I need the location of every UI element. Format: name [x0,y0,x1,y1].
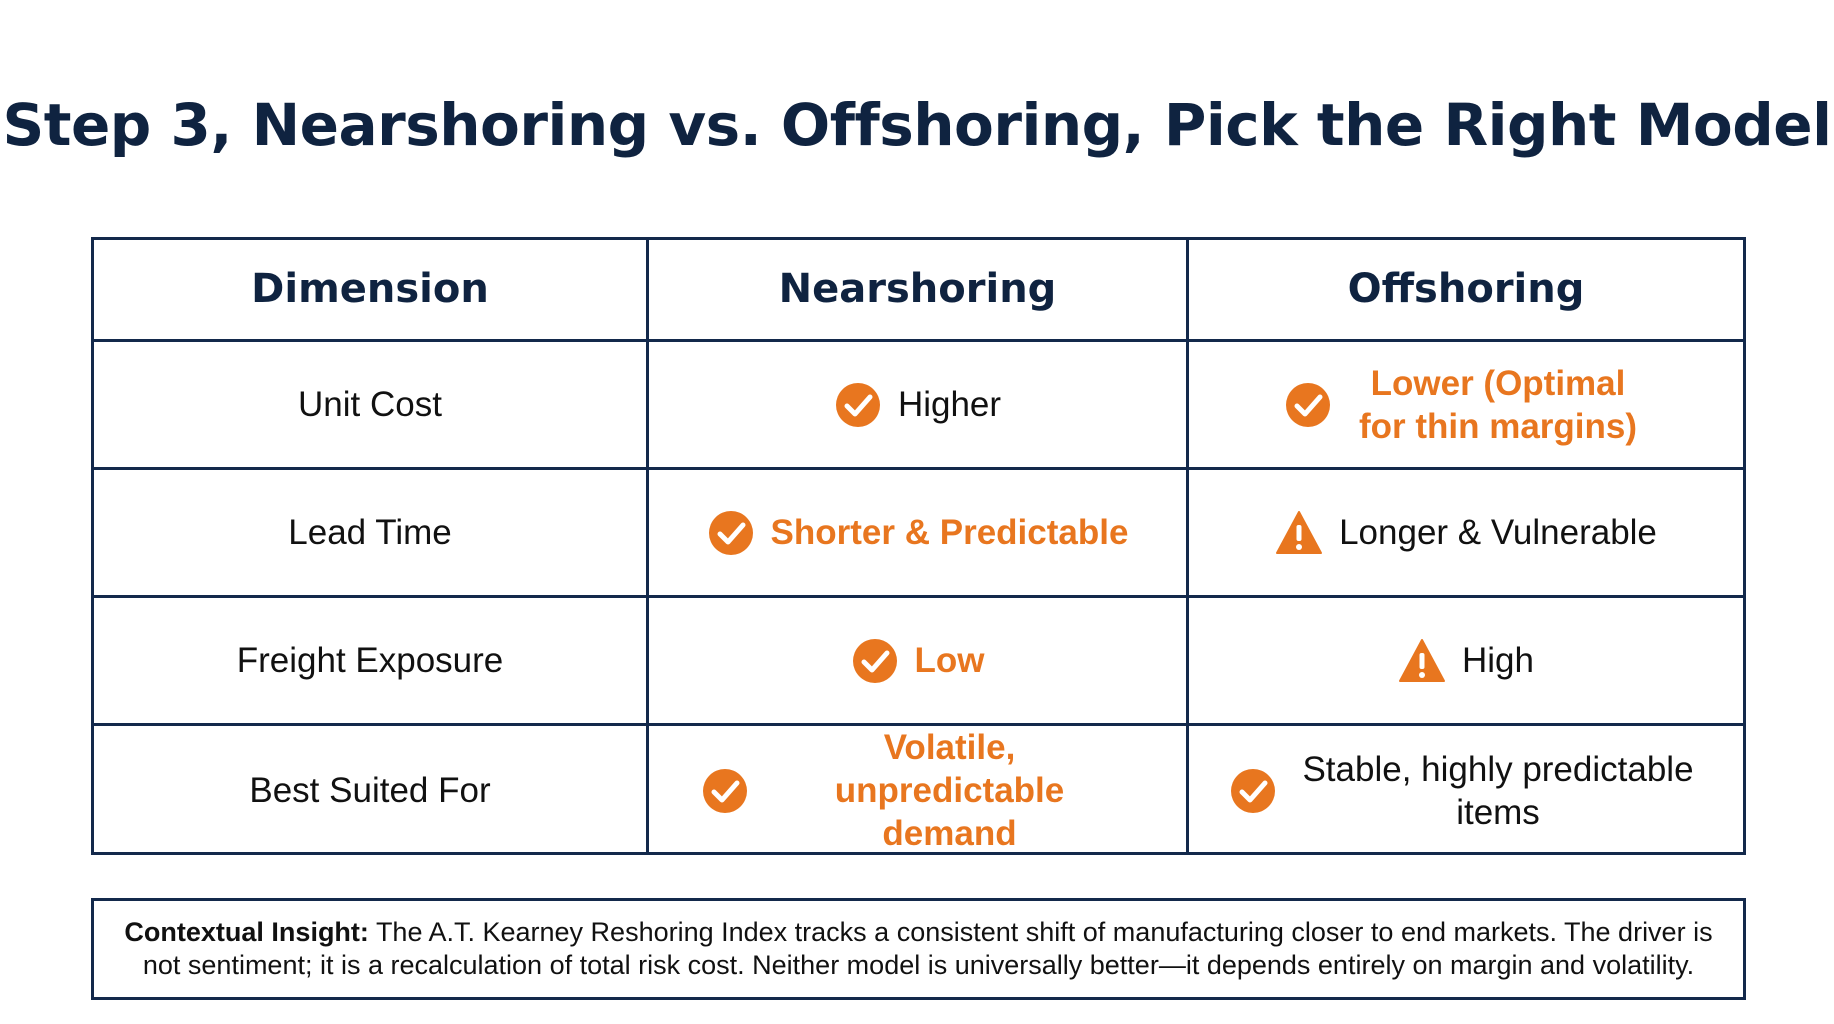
check-circle-icon [708,510,753,555]
row-best-suited-for-nearshoring: Volatile, unpredictable demand [649,726,1189,855]
table-header-offshoring: Offshoring [1189,240,1743,342]
warning-triangle-icon [1399,638,1445,682]
unit-cost-offshoring-value: Lower (Optimal for thin margins) [1358,363,1638,446]
lead-time-nearshoring-value: Shorter & Predictable [770,513,1129,552]
check-circle-icon [1286,382,1330,427]
contextual-insight-box: Contextual Insight: The A.T. Kearney Res… [91,898,1746,1000]
comparison-table: Dimension Nearshoring Offshoring Unit Co… [91,237,1746,855]
table-header-dimension: Dimension [94,240,649,342]
row-lead-time-offshoring: Longer & Vulnerable [1189,470,1743,598]
contextual-insight-paragraph: Contextual Insight: The A.T. Kearney Res… [112,916,1725,982]
check-circle-icon [702,768,747,813]
row-unit-cost-nearshoring: Higher [649,342,1189,470]
slide-title: Step 3, Nearshoring vs. Offshoring, Pick… [2,91,1832,159]
check-circle-icon [1231,768,1275,813]
check-circle-icon [852,638,897,683]
row-freight-exposure-offshoring: High [1189,598,1743,726]
contextual-insight-text: The A.T. Kearney Reshoring Index tracks … [142,917,1713,980]
row-freight-exposure-nearshoring: Low [649,598,1189,726]
row-unit-cost-dimension: Unit Cost [94,342,649,470]
row-lead-time-nearshoring: Shorter & Predictable [649,470,1189,598]
row-lead-time-dimension: Lead Time [94,470,649,598]
row-freight-exposure-dimension: Freight Exposure [94,598,649,726]
freight-exposure-nearshoring-value: Low [914,641,985,680]
unit-cost-nearshoring-value: Higher [897,385,1002,424]
best-suited-for-nearshoring-value: Volatile, unpredictable demand [834,728,1065,853]
freight-exposure-offshoring-value: High [1462,641,1534,680]
check-circle-icon [835,382,880,427]
best-suited-for-offshoring-value: Stable, highly predictable items [1302,749,1694,832]
row-best-suited-for-offshoring: Stable, highly predictable items [1189,726,1743,855]
warning-triangle-icon [1276,510,1323,554]
contextual-insight-label: Contextual Insight: [124,917,369,947]
lead-time-offshoring-value: Longer & Vulnerable [1339,513,1657,552]
row-best-suited-for-dimension: Best Suited For [94,726,649,855]
table-header-nearshoring: Nearshoring [649,240,1189,342]
row-unit-cost-offshoring: Lower (Optimal for thin margins) [1189,342,1743,470]
